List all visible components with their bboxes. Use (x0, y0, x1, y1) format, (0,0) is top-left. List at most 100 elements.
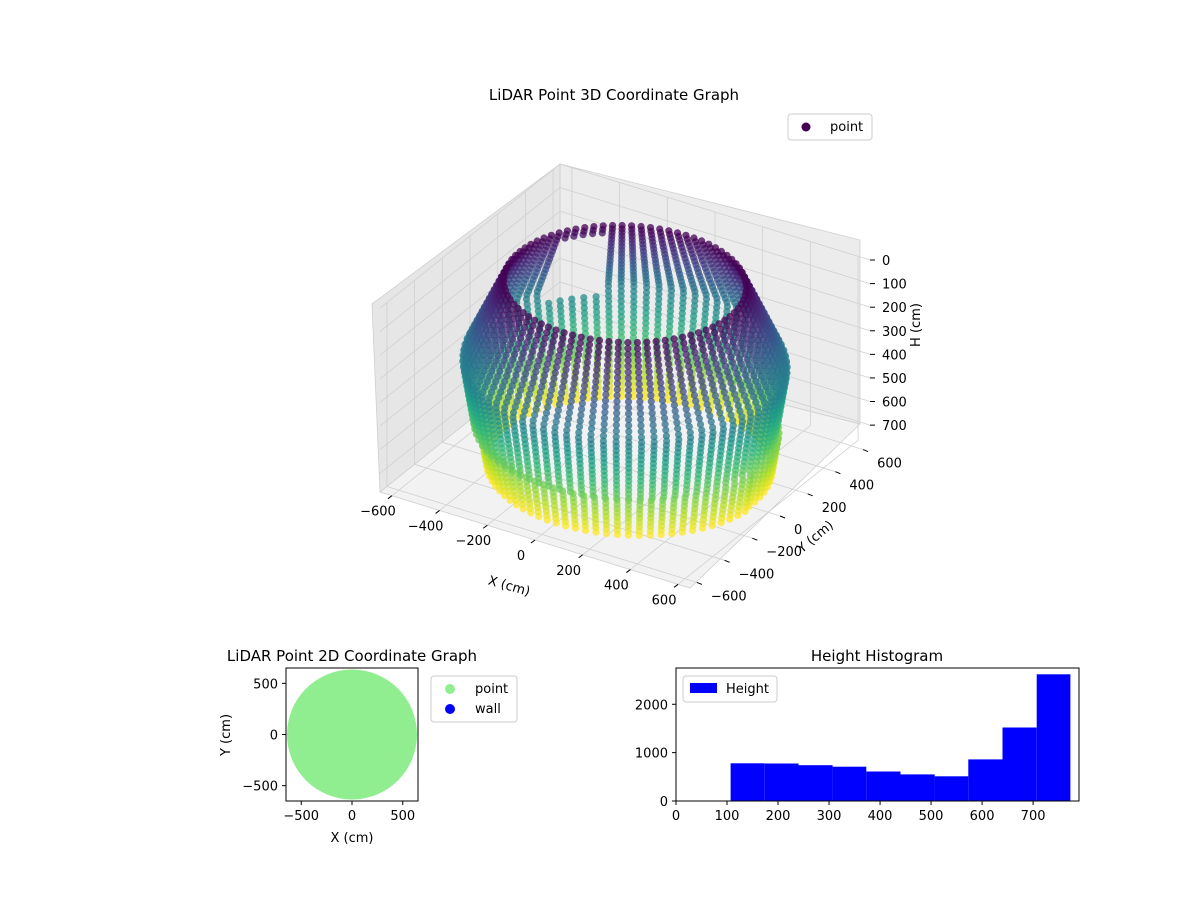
point-3d (667, 297, 675, 305)
point-3d (565, 348, 573, 357)
point-3d (634, 350, 642, 358)
point-3d (558, 340, 566, 348)
point-3d (630, 313, 638, 321)
grid-line-y (414, 280, 725, 561)
point-3d (536, 388, 545, 396)
point-3d (681, 399, 689, 407)
point-3d (721, 316, 729, 324)
point-3d (662, 342, 670, 350)
point-3d (637, 433, 646, 441)
point-3d (686, 429, 694, 437)
point-3d (714, 403, 723, 411)
point-3d (600, 420, 608, 428)
point-3d (587, 436, 595, 444)
point-3d (642, 309, 650, 317)
point-3d (680, 393, 688, 402)
point-3d (613, 380, 622, 388)
point-3d (742, 397, 750, 405)
point-3d (698, 340, 706, 348)
point-3d (666, 372, 674, 380)
point-3d (696, 371, 704, 380)
point-3d (660, 408, 668, 416)
point-3d (737, 339, 745, 347)
point-3d (716, 409, 724, 417)
point-3d (545, 397, 553, 405)
point-3d (563, 227, 572, 235)
point-3d (679, 299, 687, 307)
legend-marker-point-3d (801, 122, 811, 132)
point-3d (644, 350, 652, 358)
point-3d (641, 329, 650, 338)
point-3d (604, 355, 612, 363)
x-tick-3d (483, 524, 488, 529)
point-3d (685, 362, 693, 370)
point-3d (646, 380, 654, 388)
point-3d (705, 240, 713, 248)
point-3d (715, 320, 723, 328)
point-3d (613, 374, 622, 382)
point-3d (698, 431, 706, 439)
point-3d (727, 353, 735, 361)
point-3d (552, 418, 560, 426)
point-3d (728, 318, 736, 326)
point-3d (593, 323, 601, 332)
point-3d (653, 343, 661, 351)
point-3d (659, 402, 667, 410)
point-3d (645, 368, 653, 376)
point-3d (688, 337, 696, 345)
point-3d (523, 364, 532, 372)
point-3d (565, 415, 573, 423)
point-3d (530, 373, 538, 382)
point-3d (594, 354, 602, 362)
point-3d (673, 352, 681, 361)
point-3d (541, 371, 549, 379)
point-3d (754, 409, 763, 417)
point-3d (581, 319, 589, 327)
point-3d (712, 334, 721, 342)
point-3d (548, 343, 556, 351)
point-3d (737, 360, 745, 368)
point-3d (478, 393, 486, 401)
point-3d (646, 385, 655, 394)
point-3d (546, 349, 554, 357)
legend-frame-histogram (682, 675, 778, 703)
point-3d (645, 374, 654, 382)
plot-histogram: Height Histogram 0 100 200 300 400 500 600 7000… (635, 647, 1080, 824)
point-3d (562, 398, 570, 406)
point-3d (605, 297, 613, 305)
point-3d (624, 374, 632, 382)
point-3d (569, 386, 577, 394)
point-3d (524, 396, 532, 404)
point-3d (709, 349, 717, 357)
point-3d (538, 345, 546, 354)
point-3d (497, 388, 505, 396)
point-3d (708, 380, 716, 388)
point-3d (515, 392, 523, 400)
point-3d (704, 363, 712, 371)
point-3d (613, 397, 621, 405)
point-3d (549, 380, 557, 388)
point-3d (532, 336, 540, 344)
point-3d (664, 396, 672, 404)
point-3d (700, 389, 709, 397)
point-3d (605, 308, 613, 316)
point-3d (717, 325, 725, 333)
point-3d (714, 366, 722, 374)
point-3d (521, 244, 529, 252)
point-3d (707, 418, 715, 426)
point-3d (687, 331, 695, 339)
point-3d (570, 380, 578, 388)
point-3d (516, 386, 525, 394)
point-3d (662, 432, 671, 440)
point-3d (654, 310, 662, 318)
legend-label-point-2d: point (475, 682, 508, 697)
point-3d (544, 403, 552, 411)
point-3d (736, 407, 744, 415)
point-3d (679, 333, 687, 341)
y-tick-3d (752, 537, 758, 541)
point-3d (605, 328, 613, 336)
point-3d (505, 366, 513, 375)
point-3d (544, 323, 553, 331)
x-tick-label-3d: 600 (652, 593, 677, 608)
